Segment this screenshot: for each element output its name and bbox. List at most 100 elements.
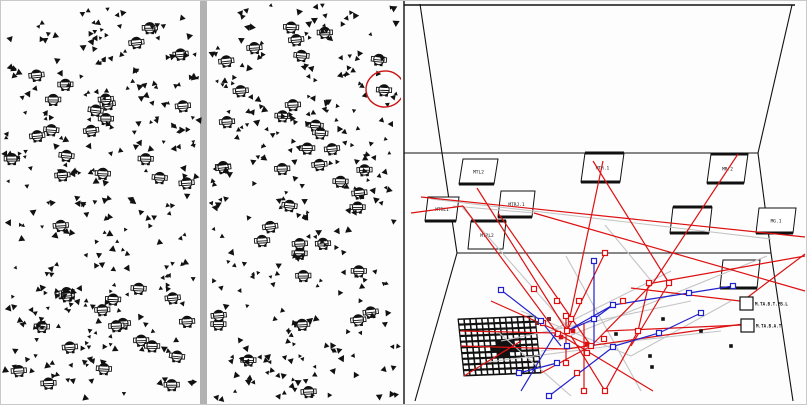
- food-dot: [41, 37, 49, 44]
- food-dot: [307, 35, 312, 40]
- food-dot: [124, 292, 129, 297]
- agent-icon: [87, 104, 105, 118]
- food-dot: [121, 392, 127, 396]
- machine-box-label: MTRL1: [435, 207, 449, 213]
- food-dot: [19, 321, 25, 328]
- food-dot: [179, 301, 185, 307]
- food-dot: [102, 343, 108, 350]
- food-dot: [296, 212, 302, 219]
- food-dot: [227, 248, 235, 256]
- agent-icon: [28, 130, 46, 143]
- food-dot: [325, 99, 332, 106]
- food-dot: [364, 151, 371, 158]
- food-dot: [6, 179, 10, 184]
- food-dot: [79, 44, 87, 52]
- food-dot: [214, 202, 222, 209]
- food-dot: [92, 46, 98, 53]
- food-dot: [53, 143, 60, 150]
- food-dot: [48, 114, 55, 121]
- food-dot: [100, 359, 107, 367]
- food-dot: [92, 200, 98, 205]
- agent-field-canvas[interactable]: [1, 1, 401, 405]
- food-dot: [102, 230, 107, 235]
- food-dot: [354, 159, 360, 165]
- food-dot: [149, 25, 155, 30]
- food-dot: [329, 368, 336, 375]
- food-dot: [239, 125, 244, 130]
- food-dot: [294, 379, 302, 387]
- food-dot: [33, 354, 38, 359]
- food-dot: [169, 53, 177, 61]
- food-dot: [195, 117, 202, 124]
- food-dot: [61, 293, 68, 300]
- food-dot: [312, 3, 319, 10]
- food-dot: [166, 272, 171, 278]
- food-dot: [56, 69, 63, 77]
- food-dot: [390, 94, 396, 101]
- food-dot: [354, 55, 361, 62]
- food-dot: [4, 219, 11, 227]
- red-filled-markers: [558, 328, 590, 347]
- food-dot: [212, 278, 217, 284]
- food-dot: [56, 168, 62, 174]
- food-dot: [245, 108, 251, 114]
- food-dot: [86, 117, 91, 122]
- food-dot: [107, 151, 113, 157]
- food-dot: [158, 285, 164, 290]
- food-dot: [133, 68, 140, 74]
- food-dot: [44, 361, 52, 369]
- food-dot: [130, 78, 136, 83]
- food-dot: [211, 204, 219, 212]
- food-dot: [212, 51, 218, 57]
- food-dot: [222, 303, 230, 311]
- black-filled-markers: [614, 317, 733, 369]
- food-dot: [68, 302, 74, 308]
- food-dot: [338, 289, 344, 296]
- agent-icon: [261, 220, 279, 234]
- food-dot: [212, 166, 217, 172]
- food-dot: [98, 36, 103, 41]
- food-dot: [191, 140, 196, 144]
- food-dot: [301, 215, 307, 221]
- food-dot: [290, 115, 297, 122]
- food-dot: [82, 394, 90, 401]
- food-dot: [137, 96, 145, 102]
- food-dot: [69, 229, 76, 237]
- food-dot: [139, 346, 145, 352]
- food-dot: [74, 200, 81, 207]
- food-dot: [304, 31, 309, 37]
- food-dot: [88, 378, 95, 385]
- food-dot: [211, 226, 216, 231]
- food-dot: [96, 252, 103, 259]
- food-dot: [396, 343, 401, 349]
- food-dot: [347, 54, 352, 59]
- food-dot: [327, 392, 333, 398]
- food-dot: [255, 155, 261, 160]
- food-dot: [125, 85, 130, 90]
- panel-divider: [200, 1, 207, 404]
- food-dot: [392, 20, 400, 27]
- food-dot: [99, 28, 104, 33]
- food-dot: [341, 249, 347, 256]
- agent-icon: [287, 34, 305, 47]
- food-dot: [274, 270, 281, 276]
- food-dot: [105, 120, 111, 127]
- food-dot: [68, 297, 74, 302]
- food-dot: [239, 62, 245, 68]
- food-dot: [43, 116, 48, 121]
- food-dot: [153, 84, 159, 90]
- agent-icon: [94, 304, 111, 317]
- food-dot: [91, 167, 95, 172]
- food-dot: [221, 77, 228, 84]
- agent-icon: [284, 99, 302, 112]
- food-dot: [259, 40, 265, 45]
- food-dot: [285, 338, 292, 344]
- food-dot: [160, 101, 168, 108]
- food-dot: [213, 394, 219, 401]
- food-dot: [95, 317, 102, 324]
- food-dot: [116, 308, 122, 313]
- food-dot: [370, 154, 377, 161]
- food-dot: [219, 233, 225, 239]
- food-dot: [175, 143, 181, 150]
